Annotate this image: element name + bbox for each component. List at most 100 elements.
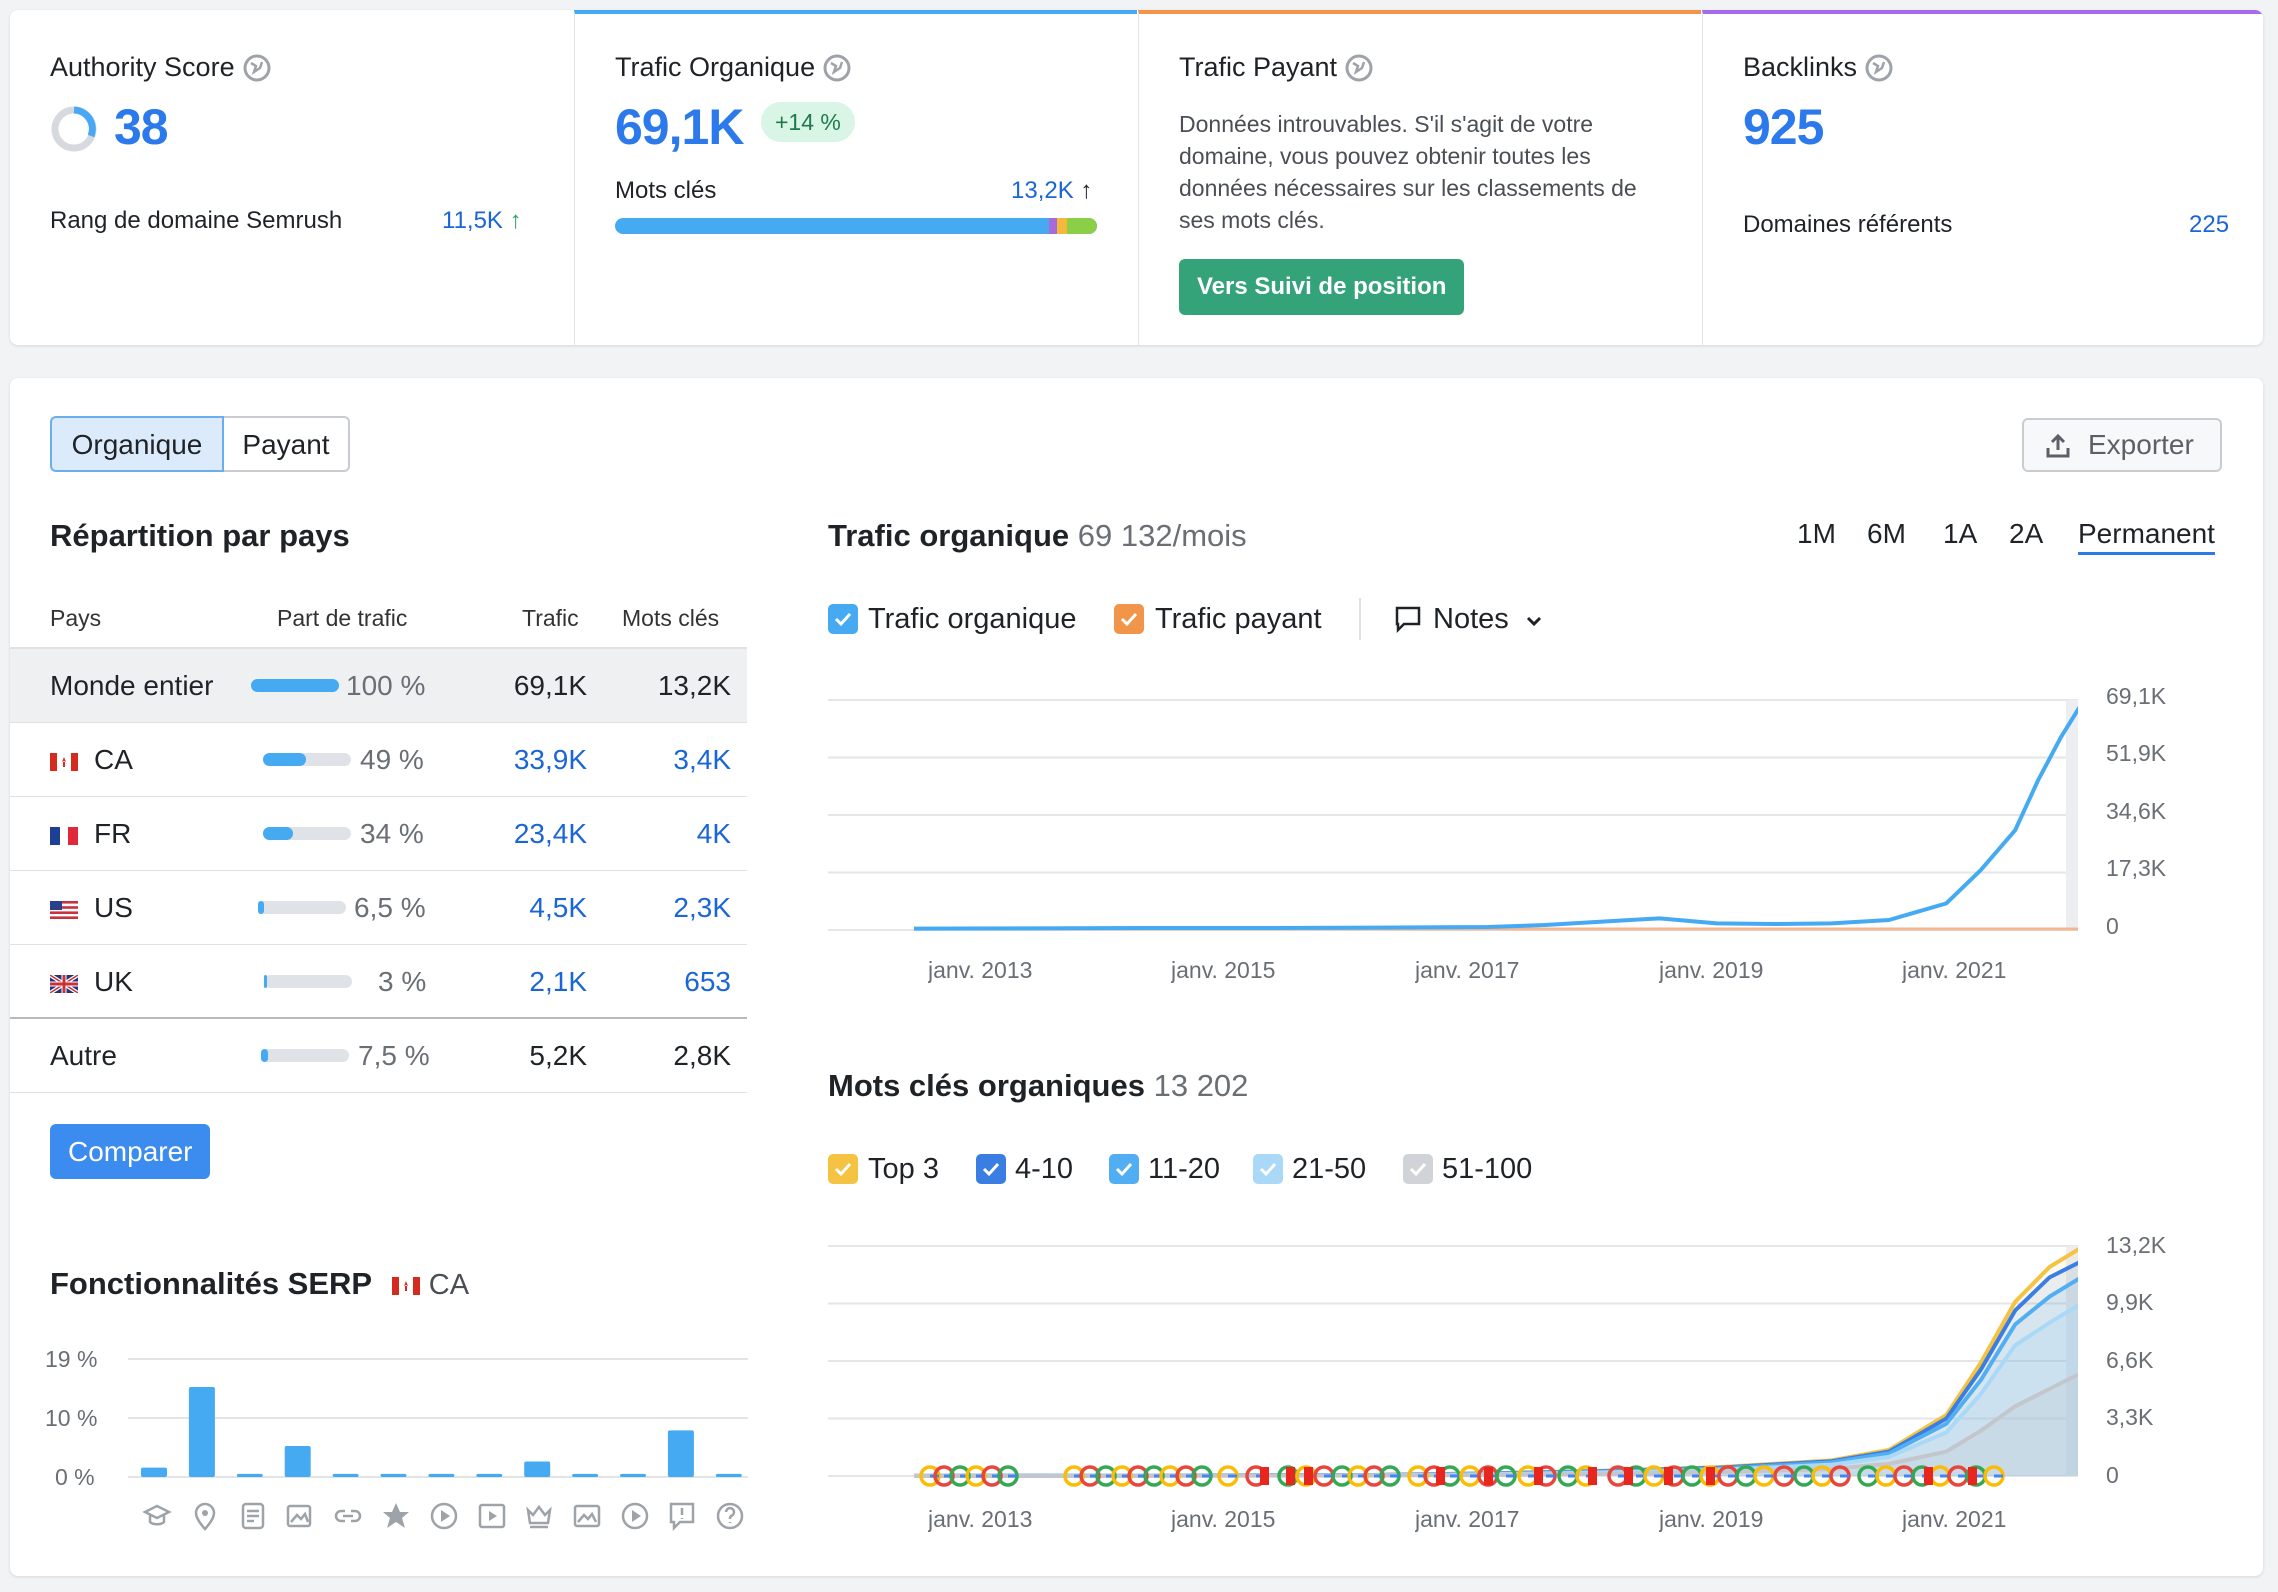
keywords-value[interactable]: 2,3K xyxy=(673,892,731,923)
export-button[interactable]: Exporter xyxy=(2022,418,2222,472)
arrow-up-icon: ↑ xyxy=(509,207,522,234)
share-bar xyxy=(251,679,339,692)
flag-marker-icon xyxy=(1624,1467,1633,1485)
organic-traffic-checkbox[interactable] xyxy=(828,604,858,634)
organic-traffic-chart xyxy=(828,699,2078,931)
tab-organic[interactable]: Organique xyxy=(50,416,224,472)
share-bar xyxy=(258,901,346,914)
period-1m[interactable]: 1M xyxy=(1797,518,1836,549)
paid-traffic-checkbox[interactable] xyxy=(1114,604,1144,634)
compare-button[interactable]: Comparer xyxy=(50,1124,211,1179)
series-line xyxy=(914,1372,2078,1478)
keywords-value[interactable]: 653 xyxy=(684,966,731,997)
period-2a[interactable]: 2A xyxy=(2009,518,2044,549)
paid-traffic-legend[interactable]: Trafic payant xyxy=(1155,603,1322,635)
serp-features-chart xyxy=(128,1358,748,1478)
authority-donut-icon xyxy=(51,106,97,152)
kpi-backlinks: Backlinks 925 Domaines référents 225 xyxy=(1702,10,2263,345)
share-value: 100 % xyxy=(346,670,426,701)
organic-traffic-legend[interactable]: Trafic organique xyxy=(868,603,1077,635)
google-update-icon xyxy=(1495,1465,1517,1487)
organic-keywords-bar xyxy=(615,218,1097,234)
organic-keywords-chart xyxy=(828,1245,2078,1487)
country-name: US xyxy=(94,892,133,923)
people-also-ask-icon[interactable] xyxy=(666,1500,698,1532)
series-line xyxy=(914,1276,2078,1478)
pos-21-50-legend[interactable]: 21-50 xyxy=(1292,1153,1367,1185)
featured-video-icon[interactable] xyxy=(476,1500,508,1532)
traffic-value[interactable]: 4,5K xyxy=(529,892,587,923)
series-line xyxy=(914,1260,2078,1478)
pos-51-100-checkbox[interactable] xyxy=(1403,1154,1433,1184)
backlinks-value[interactable]: 925 xyxy=(1743,99,1824,155)
col-header-keywords: Mots clés xyxy=(622,605,720,631)
period-permanent[interactable]: Permanent xyxy=(2078,518,2215,555)
organic-traffic-value[interactable]: 69,1K xyxy=(615,99,744,155)
star-icon[interactable] xyxy=(380,1500,412,1532)
image-pack-icon[interactable] xyxy=(284,1500,316,1532)
pos-51-100-legend[interactable]: 51-100 xyxy=(1442,1153,1533,1185)
pos-4-10-legend[interactable]: 4-10 xyxy=(1015,1153,1074,1185)
series-area xyxy=(914,1279,2078,1476)
flag-marker-icon xyxy=(1304,1467,1313,1485)
sitelinks-icon[interactable] xyxy=(332,1500,364,1532)
pos-11-20-legend[interactable]: 11-20 xyxy=(1148,1153,1221,1185)
col-header-traffic: Trafic xyxy=(522,605,579,631)
pos-21-50-checkbox[interactable] xyxy=(1253,1154,1283,1184)
serp-y-tick: 19 % xyxy=(45,1346,98,1372)
organic-keywords-label: Mots clés xyxy=(615,177,717,204)
knowledge-panel-icon[interactable] xyxy=(141,1500,173,1532)
table-row[interactable]: US 6,5 % 4,5K 2,3K xyxy=(10,871,747,945)
organic-keywords-value[interactable]: 13,2K ↑ xyxy=(1011,177,1093,204)
google-update-icon xyxy=(1217,1465,1239,1487)
info-icon[interactable] xyxy=(243,54,271,82)
flag-marker-icon xyxy=(1706,1467,1715,1485)
info-icon[interactable] xyxy=(1865,54,1893,82)
arrow-up-icon: ↑ xyxy=(1080,177,1093,204)
share-bar xyxy=(264,975,352,988)
keywords-value[interactable]: 4K xyxy=(696,818,731,849)
video-carousel-icon[interactable] xyxy=(619,1500,651,1532)
google-update-icon xyxy=(997,1465,1019,1487)
flag-us-icon xyxy=(50,901,78,919)
info-icon[interactable] xyxy=(1345,54,1373,82)
share-bar-fill xyxy=(261,1049,268,1062)
location-pin-icon[interactable] xyxy=(189,1500,221,1532)
top3-checkbox[interactable] xyxy=(828,1154,858,1184)
domain-rank-value[interactable]: 11,5K ↑ xyxy=(442,207,522,234)
keywords-value[interactable]: 3,4K xyxy=(673,744,731,775)
faq-icon[interactable] xyxy=(714,1500,746,1532)
current-period-band xyxy=(2066,700,2078,930)
table-row[interactable]: FR 34 % 23,4K 4K xyxy=(10,797,747,871)
flag-ca-icon xyxy=(50,753,78,771)
flag-marker-icon xyxy=(1588,1467,1597,1485)
traffic-y-tick: 0 xyxy=(2106,913,2119,939)
google-update-icon xyxy=(1829,1465,1851,1487)
traffic-x-tick: janv. 2015 xyxy=(1171,957,1276,983)
keywords-x-tick: janv. 2021 xyxy=(1902,1506,2007,1532)
top3-legend[interactable]: Top 3 xyxy=(868,1153,939,1185)
featured-snippet-icon[interactable] xyxy=(237,1500,269,1532)
referring-domains-value[interactable]: 225 xyxy=(2189,211,2230,238)
image-icon[interactable] xyxy=(571,1500,603,1532)
top-stories-icon[interactable] xyxy=(523,1500,555,1532)
table-row[interactable]: UK 3 % 2,1K 653 xyxy=(10,945,747,1019)
traffic-value[interactable]: 33,9K xyxy=(513,744,587,775)
country-name: Autre xyxy=(50,1040,117,1071)
flag-marker-icon xyxy=(1484,1467,1493,1485)
table-row[interactable]: Monde entier 100 % 69,1K 13,2K xyxy=(10,649,747,723)
tab-paid[interactable]: Payant xyxy=(224,416,350,472)
period-1a[interactable]: 1A xyxy=(1943,518,1978,549)
traffic-value[interactable]: 23,4K xyxy=(513,818,587,849)
traffic-value: 5,2K xyxy=(529,1040,587,1071)
google-update-icon xyxy=(1773,1465,1795,1487)
pos-4-10-checkbox[interactable] xyxy=(976,1154,1006,1184)
video-icon[interactable] xyxy=(428,1500,460,1532)
period-6m[interactable]: 6M xyxy=(1867,518,1906,549)
pos-11-20-checkbox[interactable] xyxy=(1109,1154,1139,1184)
kpi-paid-title: Trafic Payant xyxy=(1179,52,1338,82)
table-row[interactable]: CA 49 % 33,9K 3,4K xyxy=(10,723,747,797)
traffic-value[interactable]: 2,1K xyxy=(529,966,587,997)
position-tracking-button[interactable]: Vers Suivi de position xyxy=(1179,259,1465,315)
info-icon[interactable] xyxy=(823,54,851,82)
